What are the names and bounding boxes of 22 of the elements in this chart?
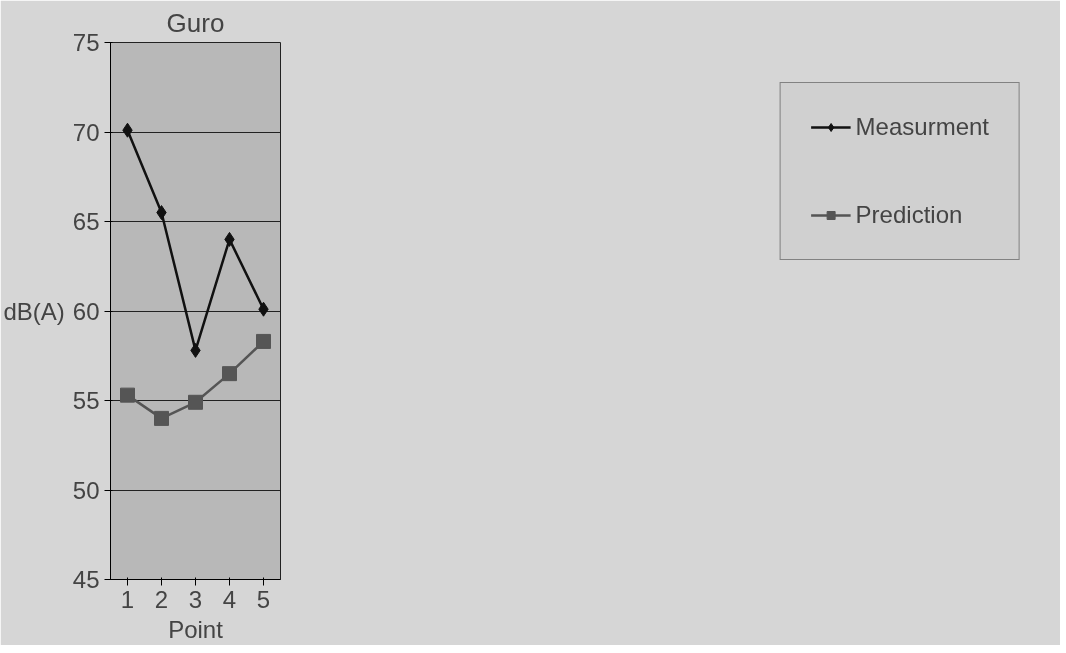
x-tick-label: 3	[188, 585, 203, 613]
legend-label: Prediction	[855, 201, 963, 229]
y-tick-label: 55	[72, 387, 100, 414]
y-tick-label: 50	[72, 476, 100, 504]
y-axis-title: dB(A)	[3, 297, 65, 325]
y-tick-label: 65	[72, 208, 100, 235]
x-tick-label: 1	[120, 585, 135, 613]
chart-title: Guro	[166, 7, 225, 38]
y-tick-label: 70	[72, 118, 100, 146]
y-tick-label: 60	[72, 297, 100, 325]
point	[188, 394, 203, 410]
point	[256, 333, 271, 349]
legend-label: Measurment	[855, 113, 989, 141]
point	[154, 410, 169, 426]
y-tick-label: 45	[72, 566, 100, 593]
x-axis-title: Point	[168, 615, 224, 643]
x-tick-label: 5	[256, 585, 271, 613]
y-tick-label: 75	[72, 29, 100, 56]
x-tick-label: 2	[154, 585, 169, 613]
point	[222, 366, 237, 382]
x-tick-label: 4	[222, 585, 237, 613]
point	[120, 387, 135, 403]
